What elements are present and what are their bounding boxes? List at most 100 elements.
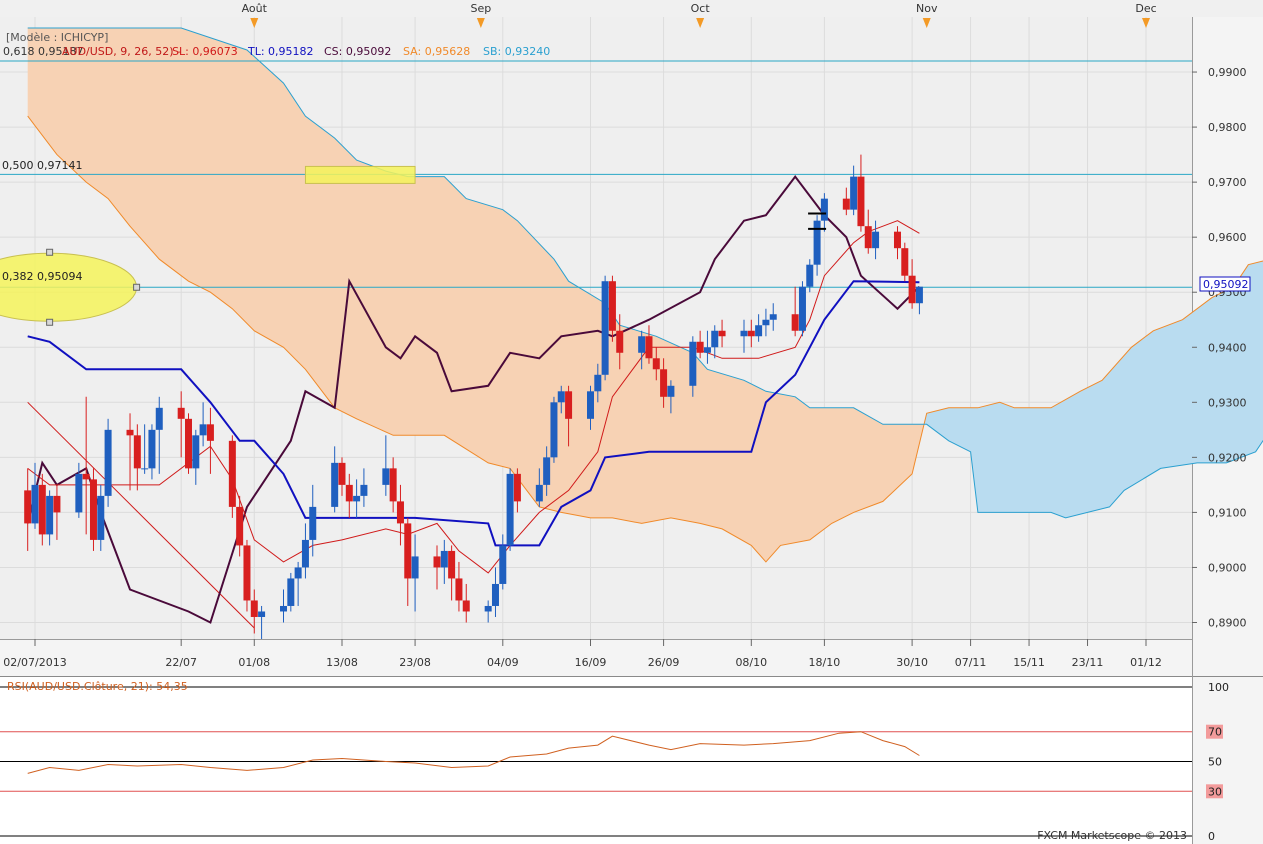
legend-overlap: 0,618 0,95187	[3, 45, 83, 58]
candle-bullish	[587, 391, 594, 419]
month-bar-bg	[0, 0, 1263, 17]
candle-bullish	[820, 198, 828, 221]
candle-bullish	[382, 468, 390, 485]
price-tick-label: 0,9400	[1208, 341, 1247, 354]
month-marker	[922, 18, 931, 28]
rsi-level-label: 30	[1208, 785, 1222, 798]
candle-bearish	[133, 435, 141, 469]
rsi-level-label: 70	[1208, 726, 1222, 739]
candle-bullish	[806, 264, 814, 287]
price-tick-label: 0,8900	[1208, 616, 1247, 629]
candle-bearish	[791, 314, 799, 331]
date-tick-label: 23/11	[1072, 656, 1104, 669]
fib-382-label: 0,382 0,95094	[2, 270, 82, 283]
trend-line	[27, 401, 255, 629]
candle-bearish	[250, 600, 258, 617]
rsi-panel-bg	[0, 677, 1192, 844]
candle-bullish	[411, 556, 419, 579]
candle-bearish	[126, 429, 134, 436]
candle-bearish	[608, 281, 616, 331]
kijun-sen	[27, 280, 920, 547]
axes: 0,8900 0,9000 0,9100 0,9200 0,9300 0,9400 0,95…	[3, 2, 1246, 669]
rsi-axis-bg	[1192, 677, 1263, 844]
senkou-span-a	[27, 115, 1263, 563]
selection-handle[interactable]	[46, 318, 54, 326]
candle-bullish	[199, 424, 207, 436]
candle-bullish	[258, 611, 266, 617]
candle-bearish	[455, 578, 463, 601]
legend-sl: SL: 0,96073	[172, 45, 238, 58]
candle-bullish	[280, 605, 288, 612]
month-marker	[696, 18, 705, 28]
candle-bullish	[535, 484, 543, 502]
candle-bullish	[353, 495, 361, 502]
candle-bearish	[652, 358, 660, 370]
date-tick-label: 22/07	[165, 656, 197, 669]
candle-bearish	[660, 369, 668, 397]
candle-bullish	[192, 435, 200, 469]
candle-bearish	[893, 231, 901, 249]
indicator-lines	[26, 174, 921, 629]
candle-bearish	[345, 484, 353, 502]
candle-bearish	[404, 523, 412, 579]
date-tick-label: 08/10	[735, 656, 767, 669]
candle-bullish	[762, 319, 770, 326]
selection-handle[interactable]	[133, 283, 141, 291]
candle-bearish	[857, 176, 865, 227]
price-tick-label: 0,9900	[1208, 66, 1247, 79]
month-label: Dec	[1135, 2, 1156, 15]
date-tick-label: 04/09	[487, 656, 519, 669]
date-tick-label: 30/10	[896, 656, 928, 669]
date-tick-label: 02/07/2013	[3, 656, 66, 669]
candle-bearish	[513, 473, 521, 502]
price-tick-label: 0,9000	[1208, 561, 1247, 574]
candle-bearish	[462, 600, 470, 612]
selection-handle[interactable]	[46, 248, 54, 256]
candle-bullish	[813, 220, 821, 265]
annotations	[0, 165, 827, 326]
price-tick-label: 0,9600	[1208, 231, 1247, 244]
candle-bearish	[696, 341, 704, 353]
rsi-level-badge	[1206, 724, 1223, 739]
candle-bearish	[718, 330, 726, 337]
candle-bearish	[24, 490, 32, 524]
month-marker	[476, 18, 485, 28]
candle-bullish	[31, 484, 39, 524]
ichimoku-cloud	[27, 27, 1263, 563]
candle-bullish	[440, 550, 448, 568]
candle-bullish	[301, 539, 309, 568]
candle-bullish	[148, 429, 156, 469]
candle-bearish	[89, 479, 97, 540]
candle-bullish	[594, 374, 602, 392]
price-tick-label: 0,9100	[1208, 506, 1247, 519]
rsi-title: RSI(AUD/USD.Clôture, 21): 54,35	[7, 680, 188, 693]
candle-bullish	[75, 473, 83, 513]
legend-tl: TL: 0,95182	[247, 45, 314, 58]
month-label: Août	[242, 2, 268, 15]
month-marker	[1142, 18, 1150, 28]
candle-bullish	[638, 336, 646, 353]
month-marker	[250, 18, 259, 28]
candle-bullish	[484, 605, 492, 612]
candle-bearish	[82, 473, 90, 480]
candle-bullish	[557, 391, 565, 403]
candle-bullish	[703, 347, 711, 353]
candle-bullish	[667, 385, 675, 397]
fib-labels: 0,500 0,97141 0,382 0,95094	[2, 159, 82, 283]
candle-bullish	[601, 281, 609, 375]
candle-bearish	[243, 545, 251, 601]
fibonacci-levels	[0, 60, 1192, 288]
rsi-level-label: 0	[1208, 830, 1215, 843]
chikou-span	[26, 174, 921, 624]
rsi-panel: 100 70 50 30 0	[0, 681, 1229, 843]
candle-bullish	[872, 231, 880, 249]
candle-bullish	[740, 330, 748, 337]
candle-bearish	[236, 506, 244, 546]
candle-bearish	[616, 330, 624, 353]
month-label: Sep	[470, 2, 491, 15]
candle-bullish	[309, 506, 317, 540]
candle-bearish	[747, 330, 755, 337]
price-tick-label: 0,9700	[1208, 176, 1247, 189]
candle-bearish	[389, 468, 397, 502]
candle-bearish	[433, 556, 441, 568]
